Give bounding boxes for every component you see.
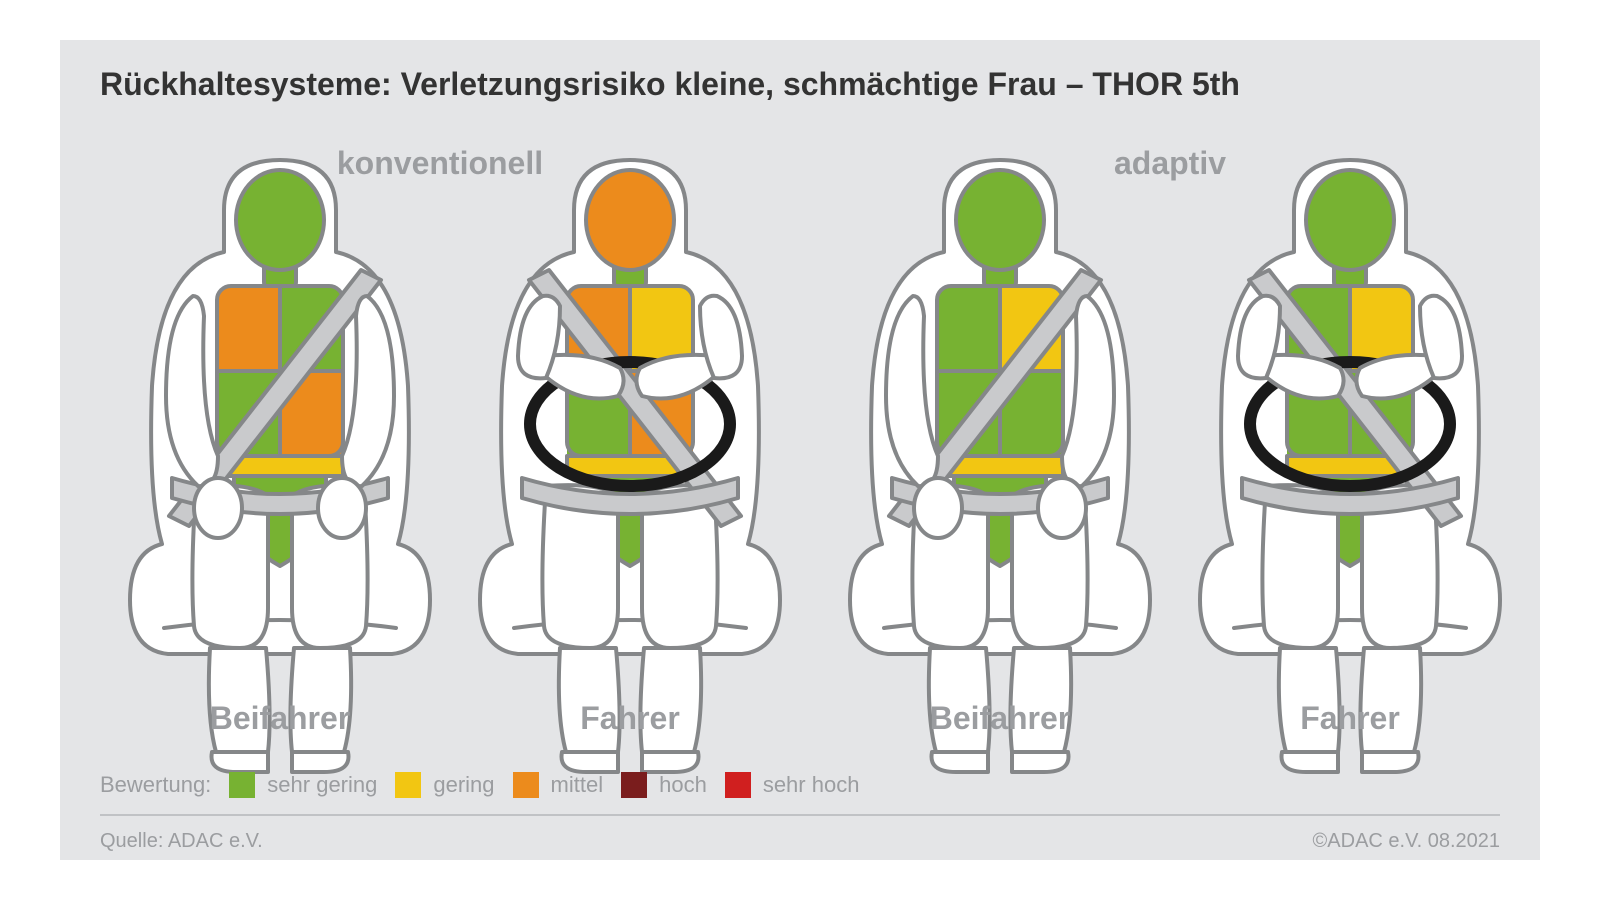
footer-credit: ©ADAC e.V. 08.2021: [1313, 830, 1500, 853]
role-label: Fahrer: [1170, 700, 1530, 737]
legend-label: sehr gering: [267, 772, 377, 798]
legend-swatch-icon: [229, 772, 255, 798]
footer-source: Quelle: ADAC e.V.: [100, 830, 263, 853]
dummy-conv-passenger: [100, 156, 460, 776]
role-label: Fahrer: [450, 700, 810, 737]
footer: Quelle: ADAC e.V. ©ADAC e.V. 08.2021: [100, 830, 1500, 853]
footer-divider: [100, 814, 1500, 816]
legend-item: sehr hoch: [725, 772, 860, 798]
legend-swatch-icon: [513, 772, 539, 798]
infographic-panel: Rückhaltesysteme: Verletzungsrisiko klei…: [60, 40, 1540, 860]
legend-swatch-icon: [395, 772, 421, 798]
legend-swatch-icon: [621, 772, 647, 798]
legend-label: gering: [433, 772, 494, 798]
legend-swatch-icon: [725, 772, 751, 798]
legend: Bewertung: sehr gering gering mittel hoc…: [100, 772, 859, 798]
legend-item: gering: [395, 772, 494, 798]
legend-label: hoch: [659, 772, 707, 798]
image-canvas: Rückhaltesysteme: Verletzungsrisiko klei…: [0, 0, 1600, 899]
legend-item: hoch: [621, 772, 707, 798]
role-label: Beifahrer: [820, 700, 1180, 737]
page-title: Rückhaltesysteme: Verletzungsrisiko klei…: [100, 66, 1240, 103]
legend-item: mittel: [513, 772, 604, 798]
dummy-conv-driver: [450, 156, 810, 776]
legend-title: Bewertung:: [100, 772, 211, 798]
legend-label: mittel: [551, 772, 604, 798]
dummy-adap-driver: [1170, 156, 1530, 776]
dummy-adap-passenger: [820, 156, 1180, 776]
role-label: Beifahrer: [100, 700, 460, 737]
legend-item: sehr gering: [229, 772, 377, 798]
legend-label: sehr hoch: [763, 772, 860, 798]
